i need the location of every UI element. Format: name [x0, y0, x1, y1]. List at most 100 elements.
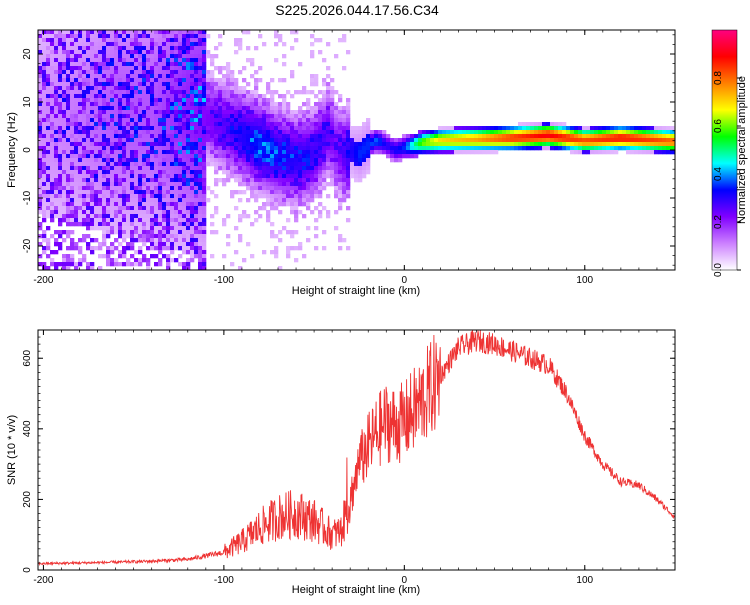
- spectrogram-cell: [182, 198, 187, 203]
- spectrogram-cell: [150, 210, 155, 215]
- spectrogram-cell: [530, 142, 535, 147]
- colorbar-tick-label: 0.0: [713, 263, 724, 277]
- spectrogram-cell: [354, 158, 359, 163]
- spectrogram-cell: [210, 78, 215, 83]
- spectrogram-cell: [302, 150, 307, 155]
- spectrogram-cell: [258, 150, 263, 155]
- spectrogram-cell: [70, 134, 75, 139]
- spectrogram-cell: [130, 122, 135, 127]
- spectrogram-cell: [318, 138, 323, 143]
- spectrogram-cell: [346, 158, 351, 163]
- spectrogram-cell: [198, 174, 203, 179]
- spectrogram-cell: [114, 138, 119, 143]
- spectrogram-cell: [214, 110, 219, 115]
- spectrogram-cell: [430, 142, 435, 147]
- spectrogram-cell: [490, 134, 495, 139]
- spectrogram-cell: [342, 138, 347, 143]
- spectrogram-cell: [270, 110, 275, 115]
- spectrogram-cell: [218, 66, 223, 71]
- spectrogram-cell: [74, 82, 79, 87]
- spectrogram-cell: [166, 222, 171, 227]
- spectrogram-cell: [190, 70, 195, 75]
- spectrogram-cell: [42, 122, 47, 127]
- spectrogram-cell: [122, 246, 127, 251]
- spectrogram-cell: [82, 126, 87, 131]
- spectrogram-cell: [66, 150, 71, 155]
- spectrogram-cell: [310, 118, 315, 123]
- spectrogram-cell: [350, 134, 355, 139]
- spectrogram-cell: [154, 210, 159, 215]
- spectrogram-cell: [178, 214, 183, 219]
- spectrogram-cell: [274, 234, 279, 239]
- spectrogram-cell: [62, 138, 67, 143]
- spectrogram-cell: [162, 174, 167, 179]
- y-tick-label: -10: [22, 190, 33, 205]
- spectrogram-cell: [182, 166, 187, 171]
- spectrogram-cell: [38, 178, 43, 183]
- spectrogram-cell: [46, 138, 51, 143]
- spectrogram-cell: [38, 194, 43, 199]
- spectrogram-cell: [314, 82, 319, 87]
- spectrogram-cell: [366, 130, 371, 135]
- spectrogram-cell: [114, 134, 119, 139]
- spectrogram-cell: [162, 74, 167, 79]
- spectrogram-cell: [42, 142, 47, 147]
- spectrogram-cell: [246, 178, 251, 183]
- spectrogram-cell: [338, 158, 343, 163]
- spectrogram-cell: [182, 30, 187, 35]
- spectrogram-cell: [302, 254, 307, 259]
- spectrogram-cell: [186, 118, 191, 123]
- spectrogram-cell: [310, 90, 315, 95]
- spectrogram-cell: [270, 146, 275, 151]
- spectrogram-cell: [322, 230, 327, 235]
- spectrogram-cell: [206, 98, 211, 103]
- spectrogram-cell: [182, 210, 187, 215]
- spectrogram-cell: [338, 114, 343, 119]
- spectrogram-cell: [182, 230, 187, 235]
- spectrogram-cell: [214, 90, 219, 95]
- spectrogram-cell: [278, 238, 283, 243]
- spectrogram-cell: [38, 122, 43, 127]
- spectrogram-cell: [302, 126, 307, 131]
- spectrogram-cell: [110, 66, 115, 71]
- spectrogram-cell: [142, 258, 147, 263]
- spectrogram-cell: [478, 134, 483, 139]
- spectrogram-cell: [110, 110, 115, 115]
- spectrogram-cell: [618, 138, 623, 143]
- spectrogram-cell: [62, 82, 67, 87]
- spectrogram-cell: [226, 150, 231, 155]
- spectrogram-cell: [298, 122, 303, 127]
- spectrogram-cell: [286, 170, 291, 175]
- spectrogram-cell: [134, 206, 139, 211]
- spectrogram-cell: [194, 238, 199, 243]
- spectrogram-cell: [126, 58, 131, 63]
- spectrogram-cell: [234, 50, 239, 55]
- spectrogram-cell: [130, 42, 135, 47]
- spectrogram-cell: [354, 150, 359, 155]
- spectrogram-cell: [134, 186, 139, 191]
- spectrogram-cell: [158, 222, 163, 227]
- spectrogram-cell: [58, 182, 63, 187]
- spectrogram-cell: [122, 110, 127, 115]
- spectrogram-cell: [278, 198, 283, 203]
- spectrogram-cell: [434, 142, 439, 147]
- spectrogram-cell: [318, 106, 323, 111]
- spectrogram-cell: [122, 210, 127, 215]
- spectrogram-cell: [182, 158, 187, 163]
- spectrogram-cell: [94, 198, 99, 203]
- spectrogram-cell: [118, 198, 123, 203]
- spectrogram-cell: [134, 210, 139, 215]
- spectrogram-cell: [58, 38, 63, 43]
- spectrogram-cell: [234, 38, 239, 43]
- spectrogram-cell: [54, 242, 59, 247]
- spectrogram-cell: [38, 226, 43, 231]
- spectrogram-cell: [430, 130, 435, 135]
- spectrogram-cell: [366, 134, 371, 139]
- spectrogram-cell: [46, 178, 51, 183]
- spectrogram-cell: [102, 110, 107, 115]
- spectrogram-cell: [62, 114, 67, 119]
- spectrogram-cell: [586, 138, 591, 143]
- spectrogram-cell: [166, 38, 171, 43]
- spectrogram-cell: [78, 218, 83, 223]
- spectrogram-cell: [66, 54, 71, 59]
